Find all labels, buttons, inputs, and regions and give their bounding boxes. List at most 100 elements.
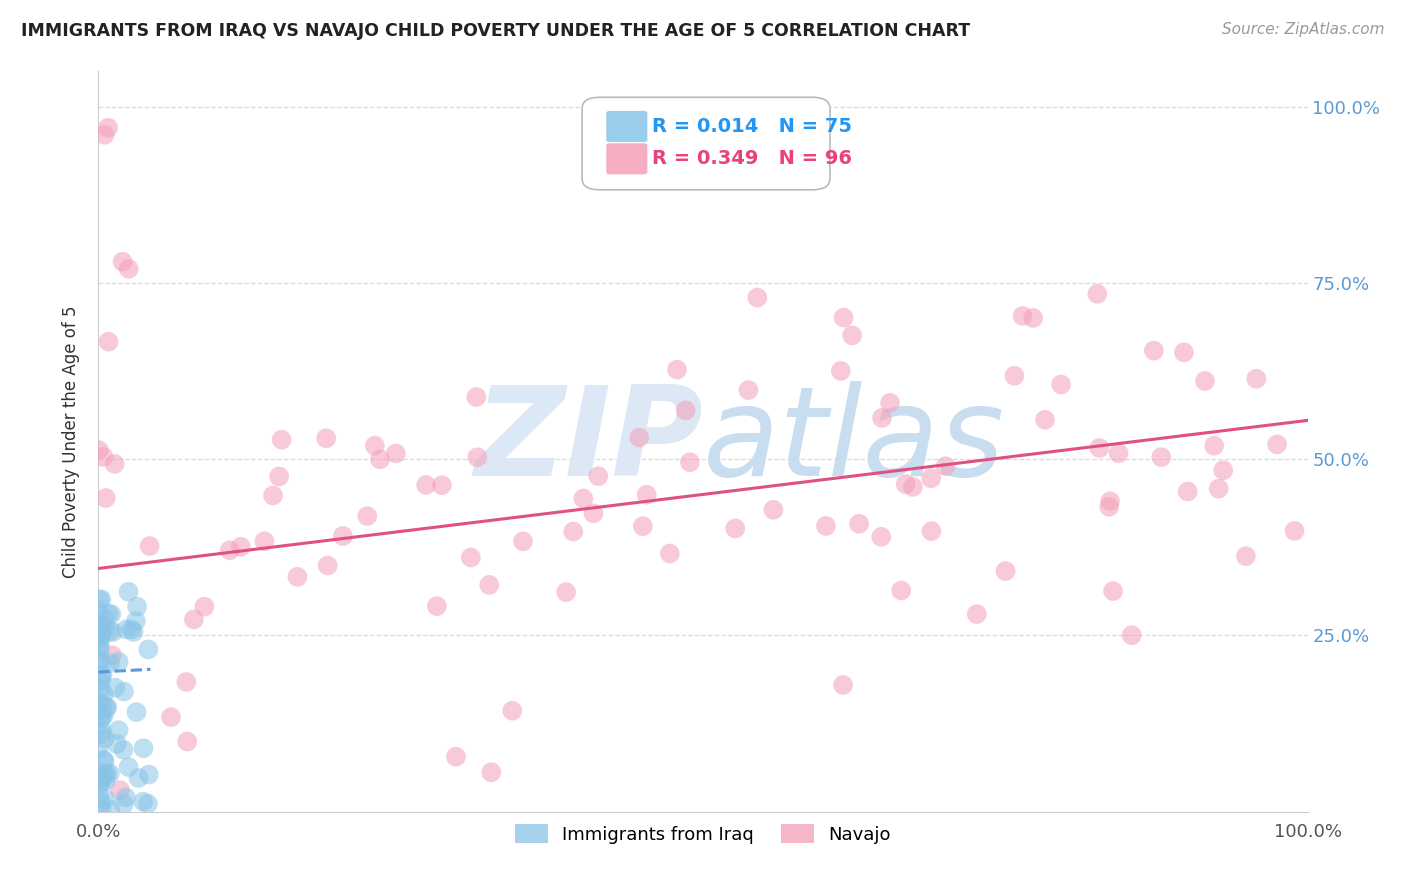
Point xyxy=(1143,343,1166,358)
Point xyxy=(555,585,578,599)
Point xyxy=(89,617,111,632)
Point xyxy=(90,770,112,784)
Point xyxy=(89,682,111,697)
Point xyxy=(501,704,523,718)
Point xyxy=(1004,368,1026,383)
Point xyxy=(415,478,437,492)
Point xyxy=(90,669,112,683)
Point xyxy=(87,789,110,803)
Point xyxy=(121,623,143,637)
Point xyxy=(841,328,863,343)
Point xyxy=(426,599,449,614)
Point xyxy=(562,524,585,539)
Point xyxy=(89,628,111,642)
Point xyxy=(890,583,912,598)
Point xyxy=(460,550,482,565)
FancyBboxPatch shape xyxy=(606,144,647,174)
Point xyxy=(356,509,378,524)
Point xyxy=(1246,372,1268,386)
Point xyxy=(118,261,141,276)
Point xyxy=(1088,441,1111,455)
Point xyxy=(364,439,387,453)
Text: R = 0.014   N = 75: R = 0.014 N = 75 xyxy=(652,117,852,136)
Point xyxy=(270,433,292,447)
Point xyxy=(96,766,118,780)
Point xyxy=(89,652,111,666)
Point xyxy=(111,254,134,268)
Point xyxy=(125,705,148,719)
Point xyxy=(920,471,942,485)
Point xyxy=(315,431,337,445)
Point xyxy=(465,450,488,465)
Point xyxy=(1011,309,1033,323)
Point xyxy=(1212,463,1234,477)
Point xyxy=(512,534,534,549)
Point xyxy=(89,776,111,790)
Point xyxy=(87,742,110,756)
Point xyxy=(848,516,870,531)
Point xyxy=(894,477,917,491)
Point xyxy=(98,656,121,670)
Point xyxy=(675,403,697,417)
Point xyxy=(832,310,855,325)
Point xyxy=(269,469,291,483)
Point xyxy=(93,708,115,723)
Point xyxy=(658,546,681,560)
Point xyxy=(901,480,924,494)
FancyBboxPatch shape xyxy=(582,97,830,190)
Point xyxy=(90,774,112,789)
Point xyxy=(112,684,135,698)
Point xyxy=(122,624,145,639)
Point xyxy=(966,607,988,621)
Point xyxy=(132,741,155,756)
Point xyxy=(90,592,112,607)
Text: IMMIGRANTS FROM IRAQ VS NAVAJO CHILD POVERTY UNDER THE AGE OF 5 CORRELATION CHAR: IMMIGRANTS FROM IRAQ VS NAVAJO CHILD POV… xyxy=(21,22,970,40)
Point xyxy=(100,803,122,817)
Point xyxy=(870,530,893,544)
Point xyxy=(93,754,115,768)
Point xyxy=(132,795,155,809)
Point xyxy=(90,656,112,670)
Point xyxy=(138,539,160,553)
Point xyxy=(1108,446,1130,460)
Point xyxy=(91,724,114,739)
Point xyxy=(89,640,111,655)
Point xyxy=(96,700,118,714)
Point xyxy=(1121,628,1143,642)
Point xyxy=(90,625,112,640)
Point xyxy=(1098,500,1121,514)
Point xyxy=(112,797,135,811)
Point xyxy=(93,687,115,701)
Point xyxy=(94,611,117,625)
Point xyxy=(104,457,127,471)
Point xyxy=(136,797,159,811)
Point xyxy=(465,390,488,404)
Point xyxy=(98,624,121,639)
Point xyxy=(636,488,658,502)
Point xyxy=(478,578,501,592)
Point xyxy=(117,760,139,774)
Point xyxy=(90,619,112,633)
Point xyxy=(100,607,122,621)
Point xyxy=(176,734,198,748)
Point xyxy=(90,727,112,741)
Point xyxy=(90,710,112,724)
Point xyxy=(93,766,115,780)
Point xyxy=(588,469,610,483)
Point xyxy=(762,503,785,517)
Point xyxy=(679,455,702,469)
Point xyxy=(114,790,136,805)
Point xyxy=(193,599,215,614)
Point xyxy=(94,621,117,635)
Point xyxy=(1099,494,1122,508)
Text: Source: ZipAtlas.com: Source: ZipAtlas.com xyxy=(1222,22,1385,37)
Point xyxy=(90,675,112,690)
Point xyxy=(87,443,110,458)
Point xyxy=(628,430,651,444)
Point xyxy=(94,792,117,806)
Point xyxy=(814,519,837,533)
Point xyxy=(229,540,252,554)
Point xyxy=(125,614,148,628)
Point xyxy=(218,543,240,558)
Point xyxy=(125,599,148,614)
